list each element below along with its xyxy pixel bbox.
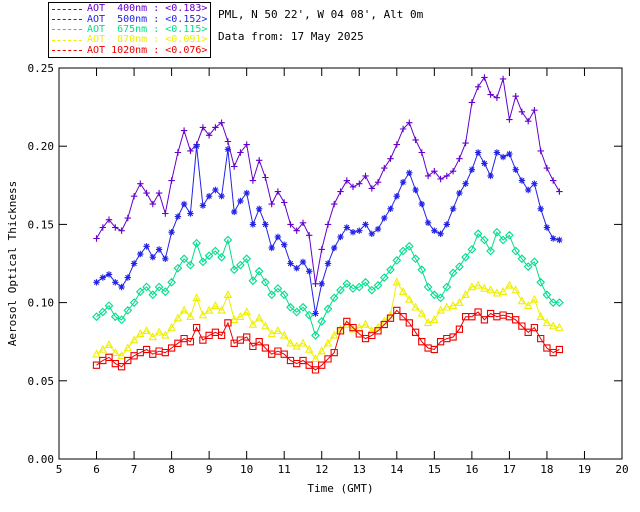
legend-label: AOT 870nm : <0.091>	[87, 34, 208, 46]
x-tick-label: 14	[390, 463, 404, 476]
x-tick-label: 17	[503, 463, 516, 476]
x-tick-label: 10	[240, 463, 253, 476]
y-tick-label: 0.20	[28, 140, 55, 153]
legend-item-1020nm: AOT 1020nm : <0.076>	[52, 44, 210, 56]
legend-item-400nm: AOT 400nm : <0.183>	[52, 4, 210, 14]
y-tick-label: 0.00	[28, 453, 55, 466]
legend-line-sample-icon	[52, 8, 82, 10]
legend-label: AOT 500nm : <0.152>	[87, 13, 208, 25]
legend-line-sample-icon	[52, 19, 82, 21]
x-tick-label: 15	[428, 463, 441, 476]
series-870nm	[92, 277, 564, 363]
data-date: Data from: 17 May 2025	[218, 30, 364, 43]
x-tick-label: 20	[615, 463, 628, 476]
y-tick-label: 0.15	[28, 218, 55, 231]
legend-line-sample-icon	[52, 39, 82, 41]
plot-frame	[58, 67, 623, 460]
x-axis-label: Time (GMT)	[307, 482, 373, 495]
y-axis-label: Aerosol Optical Thickness	[6, 181, 19, 347]
x-tick-label: 5	[56, 463, 63, 476]
station-info: PML, N 50 22', W 04 08', Alt 0m	[218, 8, 424, 21]
series-400nm	[93, 74, 563, 287]
series-500nm	[93, 143, 563, 317]
x-tick-label: 16	[465, 463, 478, 476]
x-tick-label: 8	[168, 463, 175, 476]
x-tick-label: 9	[206, 463, 213, 476]
y-tick-label: 0.25	[28, 62, 55, 75]
legend-item-675nm: AOT 675nm : <0.115>	[52, 23, 210, 35]
legend-box: AOT 400nm : <0.183> AOT 500nm : <0.152> …	[48, 2, 211, 58]
legend-label: AOT 400nm : <0.183>	[87, 3, 208, 15]
y-tick-label: 0.10	[28, 297, 55, 310]
series-1020nm	[92, 306, 564, 374]
x-tick-label: 7	[131, 463, 138, 476]
legend-label: AOT 1020nm : <0.076>	[87, 44, 208, 56]
x-tick-label: 11	[278, 463, 291, 476]
legend-item-500nm: AOT 500nm : <0.152>	[52, 13, 210, 25]
series-675nm	[92, 227, 564, 340]
legend-item-870nm: AOT 870nm : <0.091>	[52, 35, 210, 45]
x-tick-label: 12	[315, 463, 328, 476]
legend-label: AOT 675nm : <0.115>	[87, 23, 208, 35]
y-tick-label: 0.05	[28, 375, 55, 388]
x-tick-label: 6	[93, 463, 100, 476]
x-tick-label: 18	[540, 463, 553, 476]
x-tick-label: 13	[353, 463, 366, 476]
legend-line-sample-icon	[52, 29, 82, 31]
x-tick-label: 19	[578, 463, 591, 476]
legend-line-sample-icon	[52, 50, 82, 52]
